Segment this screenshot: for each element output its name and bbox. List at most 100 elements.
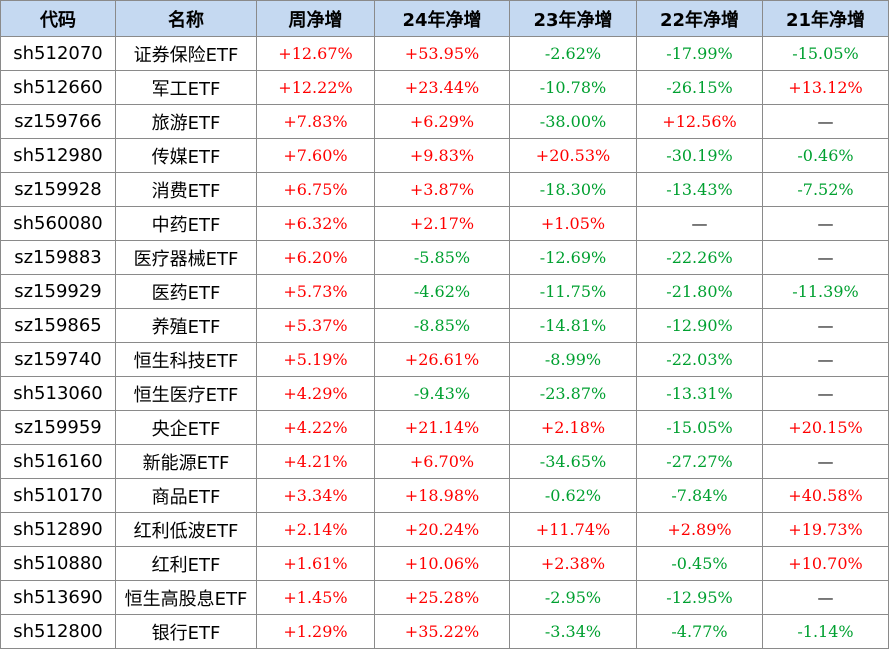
cell-name: 旅游ETF <box>115 104 257 139</box>
cell-2021-growth: -7.52% <box>762 172 889 207</box>
header-row: 代码 名称 周净增 24年净增 23年净增 22年净增 21年净增 <box>0 0 889 37</box>
cell-2021-growth: — <box>762 376 889 411</box>
cell-code: sz159740 <box>0 342 116 377</box>
cell-2023-growth: +11.74% <box>509 512 637 547</box>
cell-code: sz159928 <box>0 172 116 207</box>
header-name: 名称 <box>115 0 257 37</box>
cell-week-growth: +4.21% <box>256 444 375 479</box>
cell-week-growth: +12.22% <box>256 70 375 105</box>
cell-week-growth: +7.60% <box>256 138 375 173</box>
table-row: sz159929 医药ETF +5.73% -4.62% -11.75% -21.80% -… <box>0 274 889 309</box>
cell-2023-growth: -2.62% <box>509 36 637 71</box>
cell-week-growth: +1.61% <box>256 546 375 581</box>
cell-name: 商品ETF <box>115 478 257 513</box>
cell-2023-growth: +2.38% <box>509 546 637 581</box>
cell-code: sz159766 <box>0 104 116 139</box>
cell-code: sh513060 <box>0 376 116 411</box>
cell-2021-growth: — <box>762 240 889 275</box>
cell-2023-growth: +2.18% <box>509 410 637 445</box>
table-row: sh513690 恒生高股息ETF +1.45% +25.28% -2.95% -12.9… <box>0 580 889 615</box>
cell-2022-growth: -27.27% <box>636 444 763 479</box>
table-row: sz159740 恒生科技ETF +5.19% +26.61% -8.99% -22.03… <box>0 342 889 377</box>
cell-2024-growth: -5.85% <box>374 240 510 275</box>
cell-2024-growth: -9.43% <box>374 376 510 411</box>
cell-2021-growth: — <box>762 206 889 241</box>
header-2024-growth: 24年净增 <box>374 0 510 37</box>
cell-code: sh512660 <box>0 70 116 105</box>
cell-2022-growth: -12.90% <box>636 308 763 343</box>
cell-2024-growth: -4.62% <box>374 274 510 309</box>
header-2022-growth: 22年净增 <box>636 0 763 37</box>
cell-2024-growth: +53.95% <box>374 36 510 71</box>
cell-2021-growth: +13.12% <box>762 70 889 105</box>
cell-2021-growth: +10.70% <box>762 546 889 581</box>
cell-code: sh513690 <box>0 580 116 615</box>
cell-2021-growth: -0.46% <box>762 138 889 173</box>
table-row: sh512890 红利低波ETF +2.14% +20.24% +11.74% +2.89… <box>0 512 889 547</box>
cell-2023-growth: -3.34% <box>509 614 637 649</box>
cell-2021-growth: — <box>762 342 889 377</box>
cell-2023-growth: +20.53% <box>509 138 637 173</box>
cell-2021-growth: — <box>762 580 889 615</box>
table-row: sz159883 医疗器械ETF +6.20% -5.85% -12.69% -22.26… <box>0 240 889 275</box>
header-2023-growth: 23年净增 <box>509 0 637 37</box>
cell-code: sh512980 <box>0 138 116 173</box>
table-row: sz159959 央企ETF +4.22% +21.14% +2.18% -15.05% +… <box>0 410 889 445</box>
cell-2024-growth: +3.87% <box>374 172 510 207</box>
cell-2023-growth: -2.95% <box>509 580 637 615</box>
cell-2024-growth: +25.28% <box>374 580 510 615</box>
cell-code: sh560080 <box>0 206 116 241</box>
cell-name: 红利ETF <box>115 546 257 581</box>
cell-week-growth: +1.29% <box>256 614 375 649</box>
cell-code: sh510170 <box>0 478 116 513</box>
cell-name: 恒生医疗ETF <box>115 376 257 411</box>
cell-code: sz159959 <box>0 410 116 445</box>
cell-2023-growth: -0.62% <box>509 478 637 513</box>
table-row: sz159766 旅游ETF +7.83% +6.29% -38.00% +12.56% — <box>0 104 889 139</box>
cell-2023-growth: +1.05% <box>509 206 637 241</box>
cell-name: 军工ETF <box>115 70 257 105</box>
cell-2023-growth: -10.78% <box>509 70 637 105</box>
cell-name: 新能源ETF <box>115 444 257 479</box>
table-row: sh513060 恒生医疗ETF +4.29% -9.43% -23.87% -13.31… <box>0 376 889 411</box>
cell-2024-growth: +9.83% <box>374 138 510 173</box>
cell-2024-growth: +35.22% <box>374 614 510 649</box>
cell-2023-growth: -23.87% <box>509 376 637 411</box>
cell-name: 银行ETF <box>115 614 257 649</box>
cell-code: sz159865 <box>0 308 116 343</box>
table-row: sh510880 红利ETF +1.61% +10.06% +2.38% -0.45% +1… <box>0 546 889 581</box>
cell-name: 恒生高股息ETF <box>115 580 257 615</box>
cell-week-growth: +5.37% <box>256 308 375 343</box>
cell-week-growth: +5.73% <box>256 274 375 309</box>
cell-name: 医疗器械ETF <box>115 240 257 275</box>
cell-week-growth: +6.32% <box>256 206 375 241</box>
cell-2022-growth: -17.99% <box>636 36 763 71</box>
cell-2021-growth: +19.73% <box>762 512 889 547</box>
cell-name: 医药ETF <box>115 274 257 309</box>
cell-2022-growth: -22.03% <box>636 342 763 377</box>
cell-2024-growth: -8.85% <box>374 308 510 343</box>
cell-2022-growth: -7.84% <box>636 478 763 513</box>
cell-code: sh512070 <box>0 36 116 71</box>
cell-2023-growth: -14.81% <box>509 308 637 343</box>
cell-code: sz159883 <box>0 240 116 275</box>
cell-code: sz159929 <box>0 274 116 309</box>
cell-name: 传媒ETF <box>115 138 257 173</box>
cell-2021-growth: — <box>762 444 889 479</box>
table-row: sh512660 军工ETF +12.22% +23.44% -10.78% -26.15… <box>0 70 889 105</box>
cell-code: sh512890 <box>0 512 116 547</box>
cell-2021-growth: — <box>762 104 889 139</box>
cell-2021-growth: -11.39% <box>762 274 889 309</box>
header-2021-growth: 21年净增 <box>762 0 889 37</box>
cell-2023-growth: -34.65% <box>509 444 637 479</box>
cell-2022-growth: -15.05% <box>636 410 763 445</box>
cell-name: 恒生科技ETF <box>115 342 257 377</box>
cell-2022-growth: -21.80% <box>636 274 763 309</box>
cell-2022-growth: -26.15% <box>636 70 763 105</box>
cell-name: 消费ETF <box>115 172 257 207</box>
table-row: sh510170 商品ETF +3.34% +18.98% -0.62% -7.84% +4… <box>0 478 889 513</box>
cell-week-growth: +3.34% <box>256 478 375 513</box>
cell-week-growth: +4.22% <box>256 410 375 445</box>
cell-2024-growth: +6.29% <box>374 104 510 139</box>
cell-2024-growth: +10.06% <box>374 546 510 581</box>
